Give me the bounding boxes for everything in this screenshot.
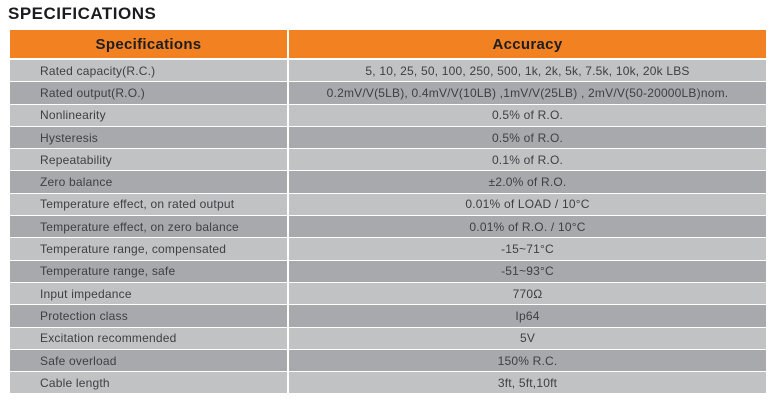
table-row: Safe overload 150% R.C. xyxy=(10,349,766,372)
table-row: Zero balance ±2.0% of R.O. xyxy=(10,171,766,193)
spec-value: Ip64 xyxy=(289,305,766,327)
table-row: Temperature effect, on zero balance 0.01… xyxy=(10,216,766,238)
spec-label: Zero balance xyxy=(10,171,287,193)
spec-label: Temperature range, safe xyxy=(10,260,287,282)
spec-value: 0.1% of R.O. xyxy=(289,149,766,171)
table-row: Input impedance 770Ω xyxy=(10,282,766,305)
table-row: Repeatability 0.1% of R.O. xyxy=(10,149,766,171)
table-body: Rated capacity(R.C.) 5, 10, 25, 50, 100,… xyxy=(10,60,766,394)
table-row: Excitation recommended 5V xyxy=(10,327,766,349)
spec-label: Cable length xyxy=(10,372,287,394)
table-row: Temperature effect, on rated output 0.01… xyxy=(10,193,766,216)
spec-label: Protection class xyxy=(10,305,287,327)
spec-label: Hysteresis xyxy=(10,126,287,149)
spec-value: 0.01% of LOAD / 10°C xyxy=(289,193,766,216)
spec-label: Rated capacity(R.C.) xyxy=(10,60,287,82)
spec-value: 3ft, 5ft,10ft xyxy=(289,372,766,394)
table-row: Cable length 3ft, 5ft,10ft xyxy=(10,372,766,394)
spec-value: 5V xyxy=(289,327,766,349)
table-row: Rated capacity(R.C.) 5, 10, 25, 50, 100,… xyxy=(10,60,766,82)
spec-label: Temperature effect, on rated output xyxy=(10,193,287,216)
spec-label: Temperature range, compensated xyxy=(10,238,287,260)
spec-value: 770Ω xyxy=(289,282,766,305)
table-header-row: Specifications Accuracy xyxy=(10,30,766,58)
column-header-specifications: Specifications xyxy=(10,30,287,58)
spec-value: 0.2mV/V(5LB), 0.4mV/V(10LB) ,1mV/V(25LB)… xyxy=(289,82,766,104)
column-header-accuracy: Accuracy xyxy=(289,30,766,58)
spec-value: 5, 10, 25, 50, 100, 250, 500, 1k, 2k, 5k… xyxy=(289,60,766,82)
table-row: Hysteresis 0.5% of R.O. xyxy=(10,126,766,149)
spec-value: ±2.0% of R.O. xyxy=(289,171,766,193)
page-title: SPECIFICATIONS xyxy=(8,4,157,23)
spec-value: 0.5% of R.O. xyxy=(289,104,766,126)
spec-label: Excitation recommended xyxy=(10,327,287,349)
spec-value: 150% R.C. xyxy=(289,349,766,372)
table-row: Temperature range, safe -51~93°C xyxy=(10,260,766,282)
spec-label: Safe overload xyxy=(10,349,287,372)
spec-label: Nonlinearity xyxy=(10,104,287,126)
specifications-table: Specifications Accuracy Rated capacity(R… xyxy=(10,30,766,394)
spec-value: 0.01% of R.O. / 10°C xyxy=(289,216,766,238)
spec-label: Repeatability xyxy=(10,149,287,171)
table-row: Nonlinearity 0.5% of R.O. xyxy=(10,104,766,126)
spec-label: Temperature effect, on zero balance xyxy=(10,216,287,238)
table-row: Rated output(R.O.) 0.2mV/V(5LB), 0.4mV/V… xyxy=(10,82,766,104)
spec-value: -51~93°C xyxy=(289,260,766,282)
spec-label: Rated output(R.O.) xyxy=(10,82,287,104)
spec-value: -15~71°C xyxy=(289,238,766,260)
spec-value: 0.5% of R.O. xyxy=(289,126,766,149)
spec-label: Input impedance xyxy=(10,282,287,305)
table-row: Temperature range, compensated -15~71°C xyxy=(10,238,766,260)
table-row: Protection class Ip64 xyxy=(10,305,766,327)
